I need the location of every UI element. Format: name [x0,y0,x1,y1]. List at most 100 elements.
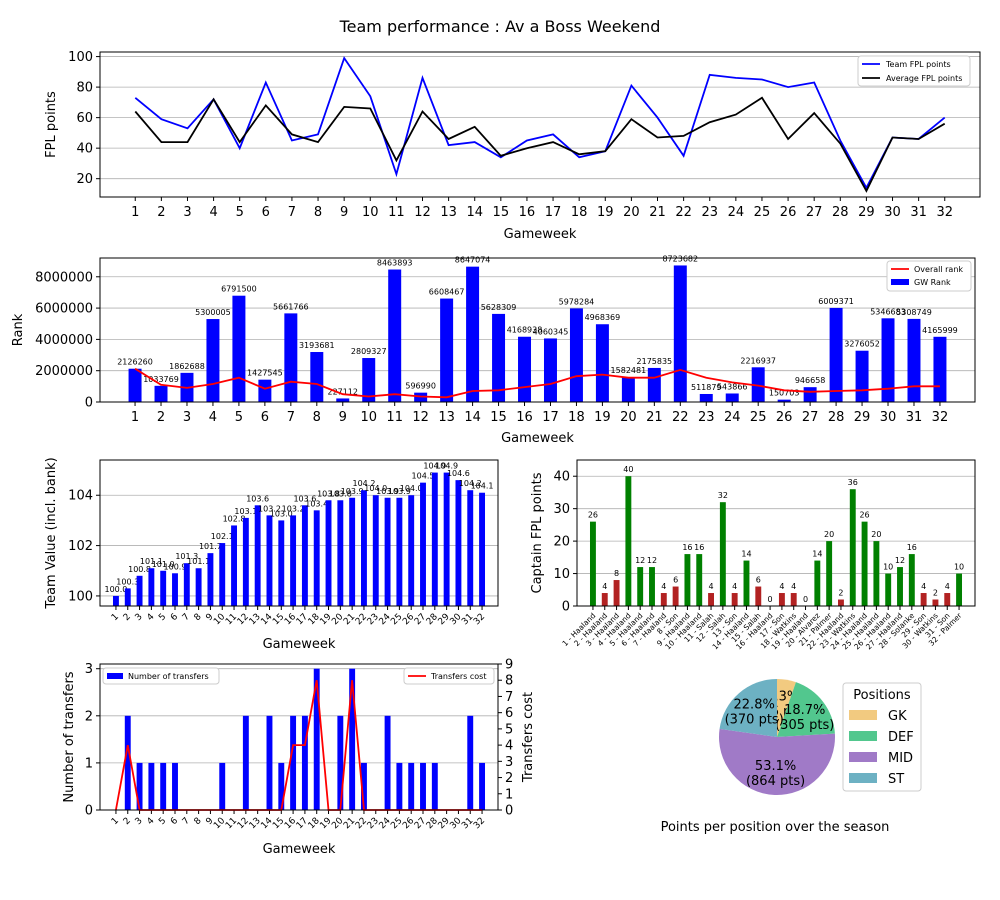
legend-box [403,667,495,685]
captain-bar [826,541,833,606]
x-tick-label: 16 [519,205,536,220]
captain-bar [814,560,821,606]
rank-bar [803,387,817,402]
x-tick-label: 5 [236,205,244,220]
rank-bar-label: 5661766 [273,302,309,311]
x-tick-label: 32 [472,816,487,831]
captain-bar [838,599,844,606]
legend-swatch [107,673,123,679]
legend-swatch [849,710,877,720]
rank-bar [206,319,220,402]
legend-entry: Transfers cost [430,672,486,681]
captain-bar-label: 20 [871,530,881,539]
x-tick-label: 25 [754,205,771,220]
rank-bar-label: 946658 [795,376,826,385]
x-tick-label: 10 [360,410,377,425]
captain-bar-label: 4 [945,582,950,591]
x-tick-label: 30 [880,410,897,425]
axes-frame [99,459,499,607]
x-tick-label: 15 [493,205,510,220]
captain-bar [708,593,714,606]
x-tick-label: 28 [832,205,849,220]
x-tick-label: 20 [620,410,637,425]
y-tick-label: 3 [85,662,93,677]
rank-bar-label: 4165999 [922,326,958,335]
axes-frame [576,459,976,607]
x-tick-label: 13 [440,205,457,220]
x-tick-label: 18 [568,410,585,425]
pie-slice [777,682,835,737]
team-value-label: 104.1 [471,482,494,491]
transfers-bar [242,715,249,810]
legend-entry: MID [888,751,913,766]
transfers-bar [136,762,143,810]
x-tick-label: 20 [623,205,640,220]
x-tick-label: 2 [157,205,165,220]
x-tick-label: 10 [362,205,379,220]
axes-frame [99,663,499,811]
team-value-bar [361,490,367,606]
rank-bar-label: 1033769 [143,375,179,384]
rank-bar-label: 6608467 [429,288,465,297]
average-points-line [134,96,946,193]
team-value-bar [396,497,403,606]
captain-bar-label: 14 [741,550,751,559]
team-value-bar [207,553,214,606]
y-tick-label: 100 [68,50,93,65]
captain-bar [861,521,868,606]
x-tick-label: 22 [675,205,692,220]
rank-bar-label: 2809327 [351,347,387,356]
transfers-bar [313,668,320,810]
captain-bar-label: 16 [907,543,917,552]
team-points-line [134,56,946,190]
captain-bar-label: 4 [791,582,796,591]
legend-swatch [849,731,877,741]
x-tick-label: 8 [193,612,204,623]
rank-bar [751,367,765,402]
rank-bar [647,367,661,402]
x-tick-label: 12 [414,205,431,220]
rank-bar [569,308,583,402]
x-tick-label: 14 [464,410,481,425]
x-axis-label: Gameweek [263,842,336,857]
pie-slice-label: 18.7% (305 pts) [775,703,834,733]
x-tick-label: 3 [183,410,191,425]
x-tick-label: 5 [157,612,168,623]
x-tick-label: 6 [261,410,269,425]
rank-bar-label: 4168938 [507,326,543,335]
team-value-bar [301,505,308,606]
captain-bar-label: 16 [694,543,704,552]
team-value-bar [349,497,356,606]
captain-bar [778,593,785,606]
captain-bar [625,476,632,606]
x-tick-label: 32 [936,205,953,220]
legend-entry: GK [888,709,907,724]
team-value-label: 100.0 [104,585,127,594]
rank-bar [673,265,687,402]
team-value-label: 104.0 [364,484,387,493]
team-value-label: 100.9 [164,562,187,571]
x-tick-label: 1 [131,410,139,425]
x-tick-label: 5 [157,816,168,827]
y-tick-label: 9 [505,658,513,673]
x-tick-label: 22 [672,410,689,425]
transfers-bar [278,762,285,810]
x-tick-label: 16 [516,410,533,425]
x-tick-label: 2 [122,612,133,623]
y-tick-label: 5 [505,722,513,737]
rank-bar-label: 543866 [717,382,748,391]
figure-title: Team performance : Av a Boss Weekend [339,17,661,36]
rank-bar [310,352,324,402]
captain-bar [589,521,596,606]
rank-bar [232,295,246,402]
captain-bar-label: 6 [673,576,678,585]
y-tick-label: 3 [505,755,513,770]
y-tick-label: 1 [505,787,513,802]
x-tick-label: 4 [209,205,217,220]
team-value-label: 102.8 [223,514,246,523]
x-tick-label: 1 [110,816,121,827]
captain-bar-label: 20 [824,530,834,539]
team-value-bar [124,588,131,606]
team-value-label: 101.1 [187,557,210,566]
y-tick-label: 10 [553,567,570,582]
